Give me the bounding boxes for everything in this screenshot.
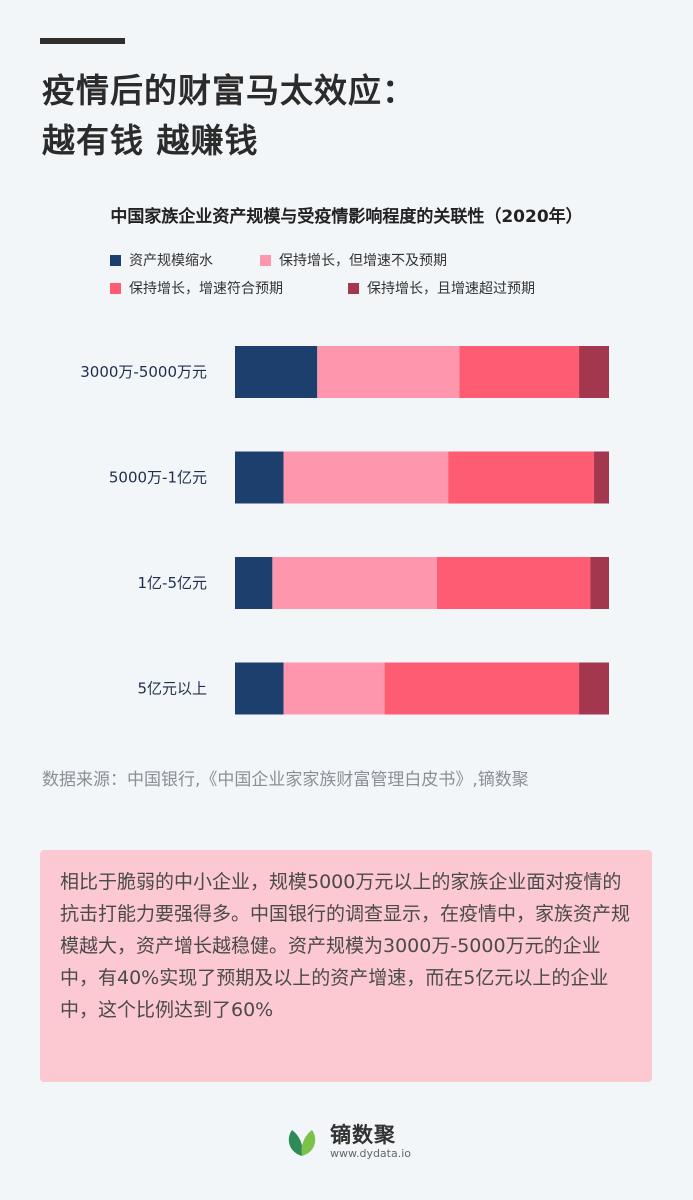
bar-segment <box>235 346 318 398</box>
commentary-text: 相比于脆弱的中小企业，规模5000万元以上的家族企业面对疫情的抗击打能力要强得多… <box>60 871 631 1021</box>
bar-segment <box>594 451 609 504</box>
legend-label-2: 保持增长，但增速不及预期 <box>279 253 447 269</box>
bar-segment <box>590 557 609 609</box>
bar-segment <box>317 346 460 398</box>
legend-swatch-2 <box>260 254 271 266</box>
footer: 镝数聚 www.dydata.io <box>0 1122 693 1162</box>
headline: 疫情后的财富马太效应： 越有钱 越赚钱 <box>42 66 662 166</box>
legend-swatch-4 <box>348 282 359 294</box>
chart-title: 中国家族企业资产规模与受疫情影响程度的关联性（2020年） <box>110 207 583 227</box>
legend-label-3: 保持增长，增速符合预期 <box>129 281 283 297</box>
stacked-bar-chart: 3000万-5000万元 5000万-1亿元 1亿-5亿元 5亿元以上 <box>80 346 609 715</box>
bar-segment <box>283 451 449 504</box>
bar-segment <box>384 662 580 715</box>
legend-item-4: 保持增长，且增速超过预期 <box>348 278 535 298</box>
bar-segment <box>459 346 580 398</box>
bar-segment <box>579 346 609 398</box>
category-label: 5亿元以上 <box>137 680 207 698</box>
top-rule <box>40 38 125 44</box>
legend-swatch-3 <box>110 282 121 294</box>
footer-url: www.dydata.io <box>329 1147 412 1160</box>
source-note: 数据来源：中国银行,《中国企业家家族财富管理白皮书》,镝数聚 <box>42 770 529 790</box>
legend-label-4: 保持增长，且增速超过预期 <box>367 281 535 297</box>
headline-line-1: 疫情后的财富马太效应： <box>42 71 416 110</box>
category-label: 1亿-5亿元 <box>138 574 208 592</box>
headline-line-2: 越有钱 越赚钱 <box>42 121 259 160</box>
bar-segment <box>579 662 609 715</box>
bar-segment <box>283 662 385 715</box>
bar-segment <box>235 557 273 609</box>
bar-segment <box>235 451 284 504</box>
category-label: 3000万-5000万元 <box>80 363 207 381</box>
bar-segment <box>448 451 595 504</box>
category-label: 5000万-1亿元 <box>109 469 207 487</box>
footer-brand: 镝数聚 <box>329 1123 396 1147</box>
legend-item-2: 保持增长，但增速不及预期 <box>260 250 447 270</box>
footer-text: 镝数聚 www.dydata.io <box>330 1123 411 1161</box>
legend-item-1: 资产规模缩水 <box>110 250 213 270</box>
bar-segment <box>272 557 437 609</box>
legend-swatch-1 <box>110 254 121 266</box>
bar-segment <box>235 662 284 715</box>
commentary-box: 相比于脆弱的中小企业，规模5000万元以上的家族企业面对疫情的抗击打能力要强得多… <box>40 850 652 1082</box>
legend-label-1: 资产规模缩水 <box>129 253 213 269</box>
legend-item-3: 保持增长，增速符合预期 <box>110 278 283 298</box>
leaf-icon <box>288 1130 316 1156</box>
bar-segment <box>436 557 591 609</box>
